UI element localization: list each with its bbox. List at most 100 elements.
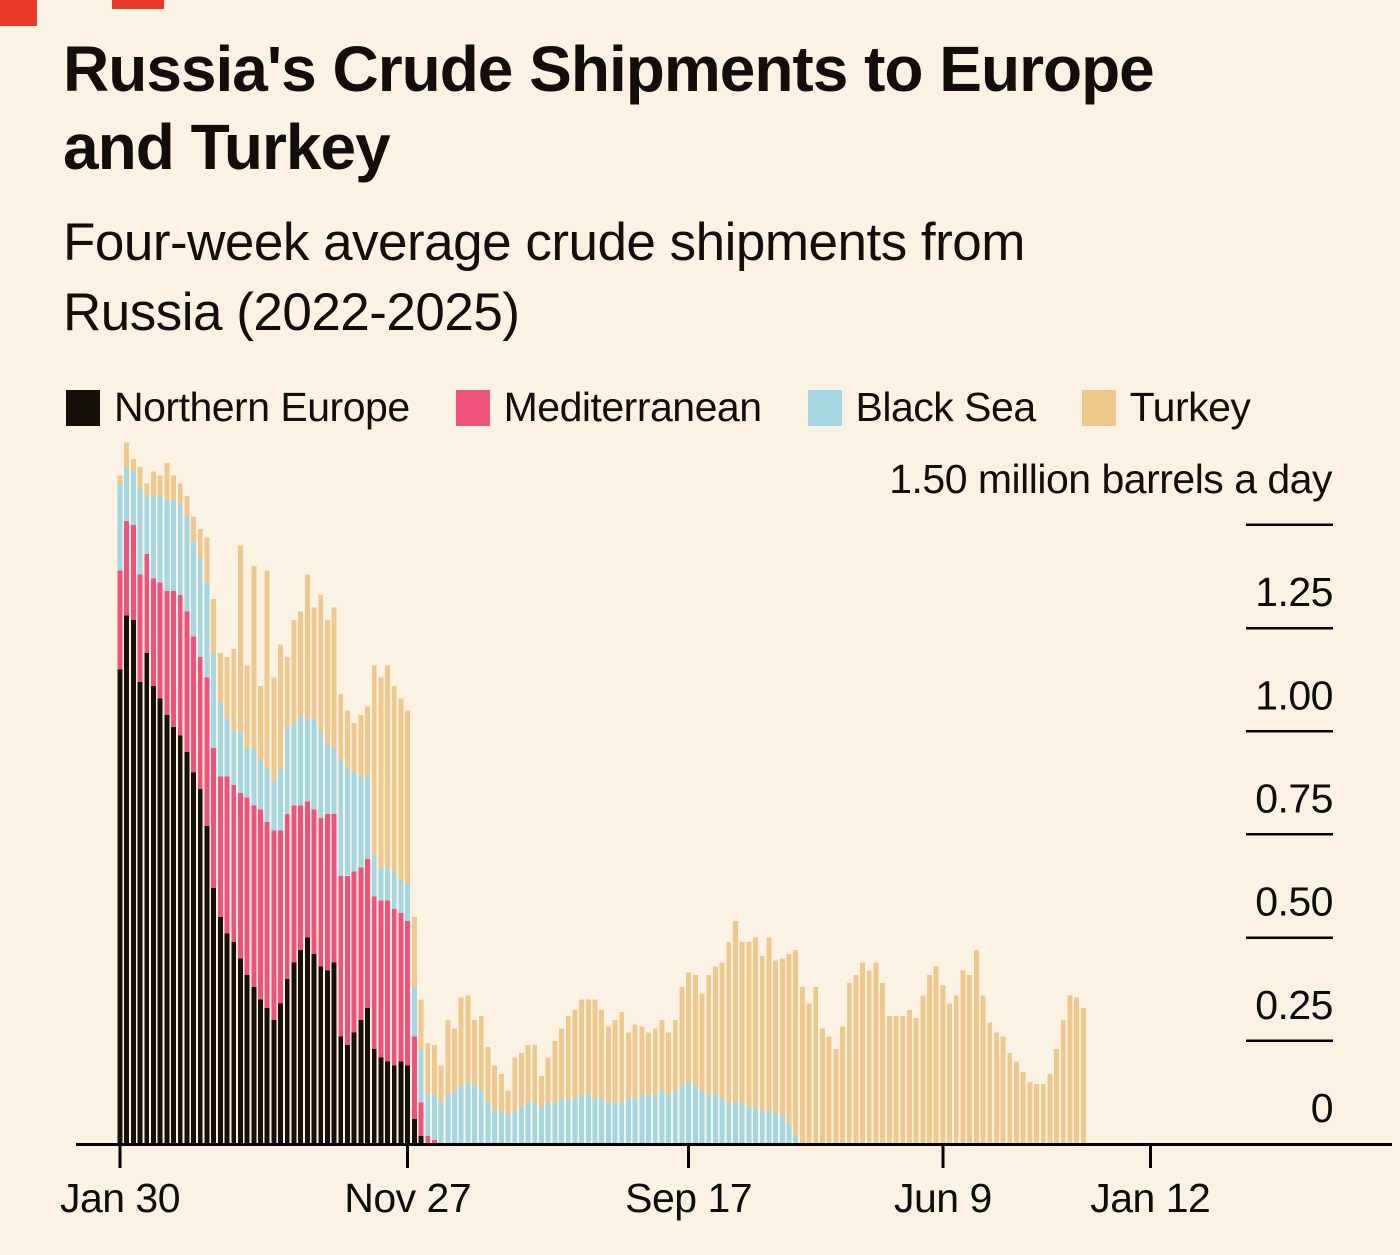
x-axis: Jan 30 Nov 27 Sep 17 Jun 9 Jan 12: [60, 1143, 1392, 1221]
bar-segment: [632, 1024, 638, 1099]
bar-segment: [264, 570, 270, 769]
bar-segment: [853, 974, 859, 1144]
bar-segment: [993, 1032, 999, 1144]
bar-segment: [625, 1098, 631, 1144]
bar-segment: [318, 817, 324, 967]
bar-segment: [151, 496, 156, 579]
y-tick-label: 0.75: [1255, 776, 1333, 822]
bar-segment: [324, 619, 330, 744]
bar-segment: [411, 917, 417, 988]
y-tick-mark: [1246, 523, 1333, 527]
bar-segment: [411, 1119, 417, 1144]
bar-segment: [478, 1090, 484, 1144]
legend-item-black-sea: Black Sea: [807, 384, 1036, 431]
bar-segment: [431, 1139, 437, 1144]
bar-segment: [733, 921, 738, 1103]
bar-segment: [418, 1135, 424, 1144]
bar-segment: [164, 463, 170, 501]
bar-segment: [786, 954, 792, 1124]
bar-segment: [211, 652, 217, 748]
bar-segment: [826, 1036, 832, 1144]
bar-segment: [799, 987, 805, 1144]
bar-segment: [659, 1090, 665, 1144]
bar-segment: [746, 941, 752, 1107]
bar-segment: [773, 1113, 779, 1144]
bar-segment: [191, 772, 197, 1144]
bar-segment: [1007, 1053, 1013, 1144]
bar-segment: [733, 1102, 738, 1144]
bar-segment: [184, 611, 190, 752]
bar-segment: [532, 1044, 538, 1103]
bar-segment: [298, 805, 304, 951]
bar-segment: [485, 1102, 491, 1144]
bar-segment: [385, 665, 391, 868]
bar-segment: [298, 611, 304, 715]
bar-segment: [117, 570, 123, 670]
bar-segment: [625, 1032, 631, 1099]
bar-segment: [371, 855, 377, 897]
bar-segment: [298, 714, 304, 806]
bar-segment: [539, 1106, 544, 1144]
bar-segment: [579, 999, 585, 1095]
bar-segment: [365, 776, 370, 860]
bar-segment: [258, 999, 263, 1144]
legend-swatch-icon: [1081, 389, 1116, 426]
bar-segment: [157, 698, 163, 1144]
bar-segment: [291, 619, 297, 724]
bar-segment: [385, 1061, 391, 1144]
bar-segment: [284, 978, 290, 1144]
bar-segment: [291, 723, 297, 806]
bar-segment: [1034, 1084, 1039, 1144]
bar-segment: [237, 958, 243, 1144]
bar-segment: [378, 1057, 384, 1144]
bar-segment: [706, 974, 712, 1095]
bar-segment: [960, 970, 966, 1144]
bar-segment: [130, 458, 136, 472]
legend-item-turkey: Turkey: [1081, 384, 1251, 431]
y-tick-label: 1.00: [1255, 672, 1333, 718]
bar-segment: [338, 760, 344, 876]
bar-segment: [445, 1020, 451, 1095]
bar-segment: [318, 595, 324, 732]
bar-segment: [304, 718, 310, 802]
bar-segment: [164, 714, 170, 1144]
bar-segment: [418, 1049, 424, 1103]
y-tick-label: 0.50: [1255, 879, 1333, 925]
x-tick-mark: [941, 1146, 945, 1168]
bar-segment: [237, 545, 243, 732]
bar-segment: [217, 917, 223, 1144]
bar-segment: [311, 809, 317, 955]
bar-segment: [304, 937, 310, 1144]
bar-segment: [539, 1075, 544, 1107]
bar-segment: [197, 789, 203, 1144]
bar-segment: [518, 1106, 524, 1144]
bar-segment: [599, 1098, 605, 1144]
legend-label: Northern Europe: [114, 384, 410, 430]
bar-segment: [759, 1110, 765, 1144]
bar-segment: [124, 467, 130, 521]
bar-segment: [472, 1020, 478, 1087]
bar-segment: [632, 1098, 638, 1144]
bar-segment: [525, 1044, 531, 1103]
bar-segment: [498, 1073, 504, 1111]
bar-segment: [405, 884, 411, 922]
bar-segment: [184, 516, 190, 612]
bar-segment: [351, 871, 357, 1033]
legend-swatch-icon: [66, 389, 100, 426]
bar-segment: [371, 1049, 377, 1144]
bar-segment: [579, 1094, 585, 1144]
x-tick-mark: [406, 1146, 410, 1168]
bar-segment: [137, 574, 143, 682]
bar-segment: [425, 1042, 431, 1095]
bar-segment: [318, 966, 324, 1144]
bar-segment: [204, 537, 210, 583]
bar-segment: [311, 718, 317, 810]
bar-segment: [358, 776, 364, 868]
bar-segment: [585, 1094, 591, 1144]
bar-segment: [184, 496, 190, 517]
bar-segment: [331, 607, 337, 748]
bar-segment: [565, 1098, 571, 1144]
bar-segment: [224, 657, 230, 719]
bar-segment: [237, 793, 243, 959]
